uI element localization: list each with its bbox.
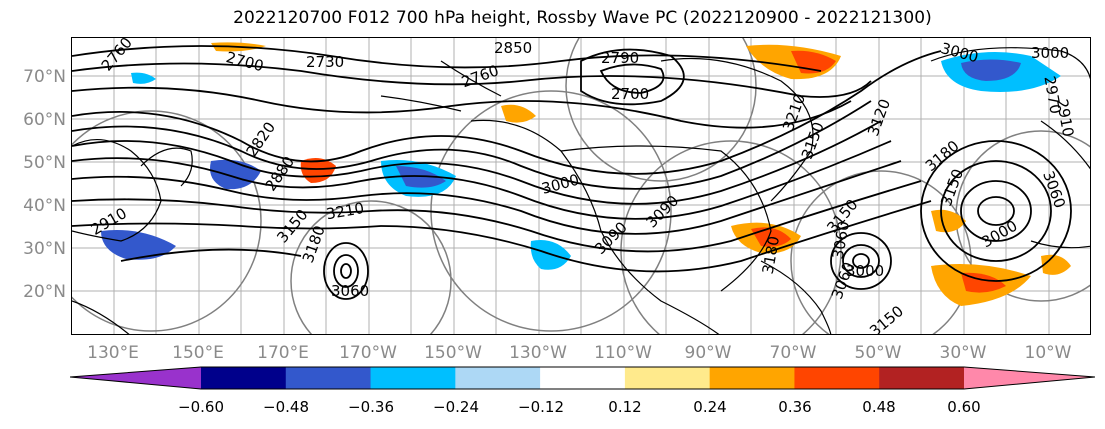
colorbar-tick: 0.24 xyxy=(693,398,727,416)
lon-label-110w: 110°W xyxy=(594,343,652,363)
lon-label-50w: 50°W xyxy=(854,343,902,363)
contour-label: 2850 xyxy=(494,39,532,57)
contour-label: 2700 xyxy=(224,48,266,75)
colorbar-segment xyxy=(370,367,456,389)
contour-label: 3000 xyxy=(1031,44,1069,62)
lon-label-170w: 170°W xyxy=(339,343,397,363)
lat-label-50n: 50°N xyxy=(23,153,66,173)
lon-label-130w: 130°W xyxy=(509,343,567,363)
lat-label-30n: 30°N xyxy=(23,239,66,259)
colorbar-segment xyxy=(709,367,795,389)
colorbar-segment xyxy=(540,367,626,389)
lat-label-20n: 20°N xyxy=(23,282,66,302)
lat-label-70n: 70°N xyxy=(23,67,66,87)
contour-label: 2970 xyxy=(1040,75,1064,116)
colorbar-tick: 0.48 xyxy=(862,398,896,416)
anomaly-shading xyxy=(101,42,1071,306)
colorbar-tick: −0.60 xyxy=(178,398,224,416)
colorbar-tick: −0.36 xyxy=(348,398,394,416)
colorbar-tick: −0.48 xyxy=(263,398,309,416)
colorbar-segment xyxy=(794,367,880,389)
colorbar-segment xyxy=(455,367,541,389)
colorbar-segment xyxy=(624,367,711,389)
anomaly-orange-5 xyxy=(931,209,966,233)
contour-label: 3060 xyxy=(331,282,369,300)
lat-label-40n: 40°N xyxy=(23,196,66,216)
colorbar-segment xyxy=(879,367,965,389)
lon-label-130e: 130°E xyxy=(87,343,139,363)
colorbar-tick: 0.12 xyxy=(608,398,642,416)
contour-label: 2820 xyxy=(242,119,279,161)
contour-label: 2760 xyxy=(98,38,136,74)
contour-label: 3000 xyxy=(846,262,884,280)
colorbar-tick: 0.60 xyxy=(947,398,981,416)
colorbar xyxy=(70,366,1095,390)
colorbar-segments xyxy=(70,367,1095,389)
anomaly-navy-1 xyxy=(961,59,1021,81)
contour-label: 3210 xyxy=(325,199,366,223)
contour-label: 3210 xyxy=(779,91,809,133)
contour-label: 2700 xyxy=(611,85,649,103)
contour-label: 2880 xyxy=(261,153,298,195)
map-panel: 2760 2700 2730 2850 2760 2790 2700 3000 … xyxy=(71,37,1091,335)
contour-label: 3060 xyxy=(1039,169,1069,211)
anomaly-blue-3 xyxy=(210,159,261,190)
height-contours xyxy=(72,45,1072,300)
anomaly-blue-6 xyxy=(131,72,156,84)
lon-label-150e: 150°E xyxy=(172,343,224,363)
colorbar-segment xyxy=(70,367,201,389)
colorbar-segment xyxy=(285,367,372,389)
anomaly-orange-6 xyxy=(1041,254,1071,275)
map-svg: 2760 2700 2730 2850 2760 2790 2700 3000 … xyxy=(72,38,1090,335)
contour-label: 3180 xyxy=(299,223,329,265)
anomaly-orange-7 xyxy=(501,104,536,123)
anomaly-red-2 xyxy=(751,227,791,247)
lon-label-170e: 170°E xyxy=(257,343,309,363)
contour-label: 2790 xyxy=(601,49,639,67)
map-title: 2022120700 F012 700 hPa height, Rossby W… xyxy=(233,8,932,28)
lon-label-30w: 30°W xyxy=(939,343,987,363)
contour-label: 3090 xyxy=(643,192,683,232)
contour-label: 2730 xyxy=(306,53,344,71)
anomaly-blue-4 xyxy=(101,230,176,260)
lon-label-70w: 70°W xyxy=(769,343,817,363)
colorbar-tick: −0.12 xyxy=(518,398,564,416)
colorbar-tick: 0.36 xyxy=(778,398,812,416)
colorbar-segment xyxy=(201,367,287,389)
contour-label: 3150 xyxy=(866,302,907,335)
lon-label-10w: 10°W xyxy=(1024,343,1072,363)
coastlines xyxy=(72,47,1090,334)
colorbar-tick: −0.24 xyxy=(433,398,479,416)
lat-label-60n: 60°N xyxy=(23,110,66,130)
lon-label-90w: 90°W xyxy=(684,343,732,363)
lon-label-150w: 150°W xyxy=(424,343,482,363)
colorbar-segment xyxy=(964,367,1095,389)
